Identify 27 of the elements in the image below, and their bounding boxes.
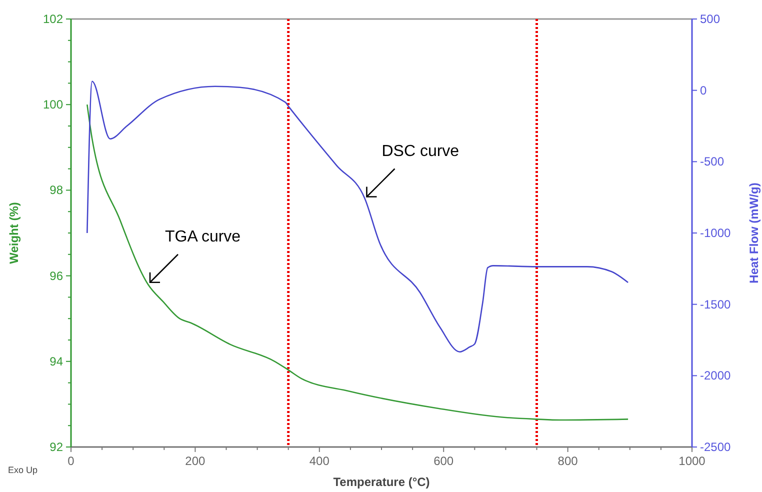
y2-tick-label: 500 xyxy=(700,12,720,26)
x-tick-label: 400 xyxy=(309,454,330,468)
y-tick-label: 94 xyxy=(50,354,64,368)
x-tick-label: 200 xyxy=(185,454,206,468)
x-tick-label: 1000 xyxy=(678,454,706,468)
x-tick-label: 0 xyxy=(68,454,75,468)
text: Exo Up xyxy=(8,465,38,475)
annotation: DSC curve xyxy=(382,142,460,160)
y2-tick-label: -1000 xyxy=(700,226,732,240)
y2-tick-label: -2500 xyxy=(700,440,732,454)
y-tick-label: 92 xyxy=(50,440,64,454)
y-tick-label: 102 xyxy=(42,12,64,26)
line-series xyxy=(86,104,629,421)
y2-tick-label: -1500 xyxy=(700,297,732,312)
line-series xyxy=(86,80,629,352)
x-tick-label: 600 xyxy=(434,454,454,468)
y-tick-label: 98 xyxy=(50,183,64,198)
y2-tick-label: 0 xyxy=(700,83,707,98)
y2-tick-label: -2000 xyxy=(700,368,732,383)
y2-tick-label: -500 xyxy=(700,154,724,169)
y-axis-title: Weight (%) xyxy=(7,202,21,264)
annotation: TGA curve xyxy=(165,228,241,246)
y-tick-label: 96 xyxy=(50,268,64,283)
x-axis-title: Temperature (°C) xyxy=(333,475,430,489)
x-tick-label: 800 xyxy=(558,454,578,468)
y2-axis-title: Heat Flow (mW/g) xyxy=(747,182,761,284)
y-tick-label: 100 xyxy=(42,98,64,112)
